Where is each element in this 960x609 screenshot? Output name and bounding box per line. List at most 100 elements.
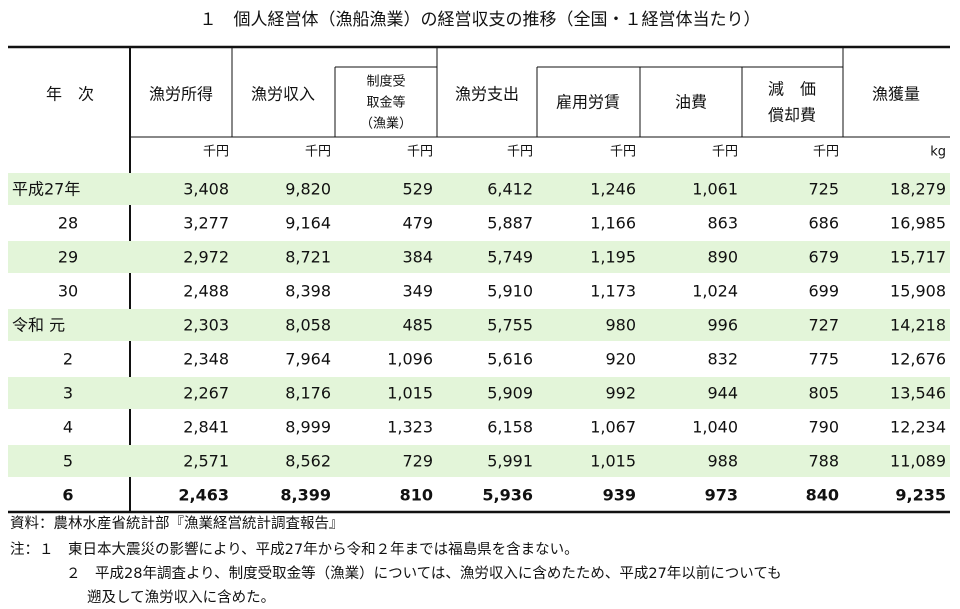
row-label: 29 (58, 248, 78, 267)
cell-value: 2,841 (183, 418, 229, 437)
cell-value: 973 (705, 486, 738, 505)
cell-value: 805 (808, 384, 839, 403)
cell-value: 529 (402, 180, 433, 199)
cell-value: 1,173 (590, 282, 636, 301)
cell-value: 5,887 (487, 214, 533, 233)
cell-value: 840 (806, 486, 839, 505)
unit-label: 千円 (813, 145, 839, 160)
row-label: 2 (63, 350, 73, 369)
cell-value: 1,015 (590, 452, 636, 471)
row-label: 30 (58, 282, 78, 301)
cell-value: 2,267 (183, 384, 229, 403)
cell-value: 5,936 (482, 486, 533, 505)
cell-value: 8,058 (285, 316, 331, 335)
cell-value: 15,717 (890, 248, 946, 267)
cell-value: 890 (707, 248, 738, 267)
note: 資料：農林水産省統計部『漁業経営統計調査報告』 (10, 515, 344, 532)
cell-value: 944 (707, 384, 738, 403)
cell-value: 2,463 (178, 486, 229, 505)
cell-value: 5,749 (487, 248, 533, 267)
unit-label: 千円 (407, 145, 433, 160)
row-label: 28 (58, 214, 78, 233)
cell-value: 727 (808, 316, 839, 335)
row-background (8, 377, 950, 409)
cell-value: 2,303 (183, 316, 229, 335)
cell-value: 2,348 (183, 350, 229, 369)
header: 漁労支出 (455, 85, 519, 104)
cell-value: 1,246 (590, 180, 636, 199)
cell-value: 5,909 (487, 384, 533, 403)
unit-label: 千円 (610, 145, 636, 160)
cell-value: 18,279 (890, 180, 946, 199)
cell-value: 485 (402, 316, 433, 335)
cell-value: 863 (707, 214, 738, 233)
row-background (8, 173, 950, 205)
row-background (8, 445, 950, 477)
row-label: 5 (63, 452, 73, 471)
cell-value: 16,985 (890, 214, 946, 233)
cell-value: 8,721 (285, 248, 331, 267)
cell-value: 8,399 (280, 486, 331, 505)
cell-value: 1,096 (387, 350, 433, 369)
row-label: 平成27年 (12, 180, 80, 199)
header: 雇用労賃 (556, 93, 620, 112)
header: 漁労所得 (149, 85, 213, 104)
cell-value: 686 (808, 214, 839, 233)
row-label: 6 (62, 486, 73, 505)
title: １ 個人経営体（漁船漁業）の経営収支の推移（全国・１経営体当たり） (200, 10, 761, 30)
note: 遡及して漁労収入に含めた。 (87, 589, 275, 606)
cell-value: 2,972 (183, 248, 229, 267)
cell-value: 939 (603, 486, 636, 505)
cell-value: 996 (707, 316, 738, 335)
cell-value: 1,015 (387, 384, 433, 403)
cell-value: 5,755 (487, 316, 533, 335)
row-background (8, 241, 950, 273)
cell-value: 9,164 (285, 214, 331, 233)
unit-label: 千円 (712, 145, 738, 160)
unit-label: 千円 (507, 145, 533, 160)
row-backgrounds (8, 173, 950, 477)
header: 漁労収入 (251, 85, 315, 104)
cell-value: 1,067 (590, 418, 636, 437)
cell-value: 810 (400, 486, 433, 505)
cell-value: 2,488 (183, 282, 229, 301)
row-label: 3 (63, 384, 73, 403)
row-label: 令和 元 (12, 316, 65, 335)
cell-value: 920 (605, 350, 636, 369)
cell-value: 832 (707, 350, 738, 369)
cell-value: 5,910 (487, 282, 533, 301)
cell-value: 1,024 (692, 282, 738, 301)
unit-label: 千円 (203, 145, 229, 160)
cell-value: 788 (808, 452, 839, 471)
cell-value: 8,562 (285, 452, 331, 471)
row-label: 4 (63, 418, 73, 437)
cell-value: 13,546 (890, 384, 946, 403)
cell-value: 1,040 (692, 418, 738, 437)
header: 減 価 (768, 80, 816, 99)
header: 年 次 (46, 85, 94, 104)
cell-value: 12,676 (890, 350, 946, 369)
cell-value: 992 (605, 384, 636, 403)
cell-value: 980 (605, 316, 636, 335)
unit-label: kg (930, 145, 946, 160)
cell-value: 384 (402, 248, 433, 267)
cell-value: 2,571 (183, 452, 229, 471)
cell-value: 3,277 (183, 214, 229, 233)
cell-value: 479 (402, 214, 433, 233)
cell-value: 729 (402, 452, 433, 471)
cell-value: 9,235 (895, 486, 946, 505)
header: 漁獲量 (872, 85, 920, 104)
header: 油費 (675, 93, 707, 112)
cell-value: 790 (808, 418, 839, 437)
note: 注：１ 東日本大震災の影響により、平成27年から令和２年までは福島県を含まない。 (10, 540, 579, 558)
row-background (8, 309, 950, 341)
cell-value: 988 (707, 452, 738, 471)
cell-value: 9,820 (285, 180, 331, 199)
header: 取金等 (366, 95, 405, 111)
cell-value: 12,234 (890, 418, 946, 437)
cell-value: 6,412 (487, 180, 533, 199)
cell-value: 725 (808, 180, 839, 199)
header: 制度受 (366, 74, 405, 90)
